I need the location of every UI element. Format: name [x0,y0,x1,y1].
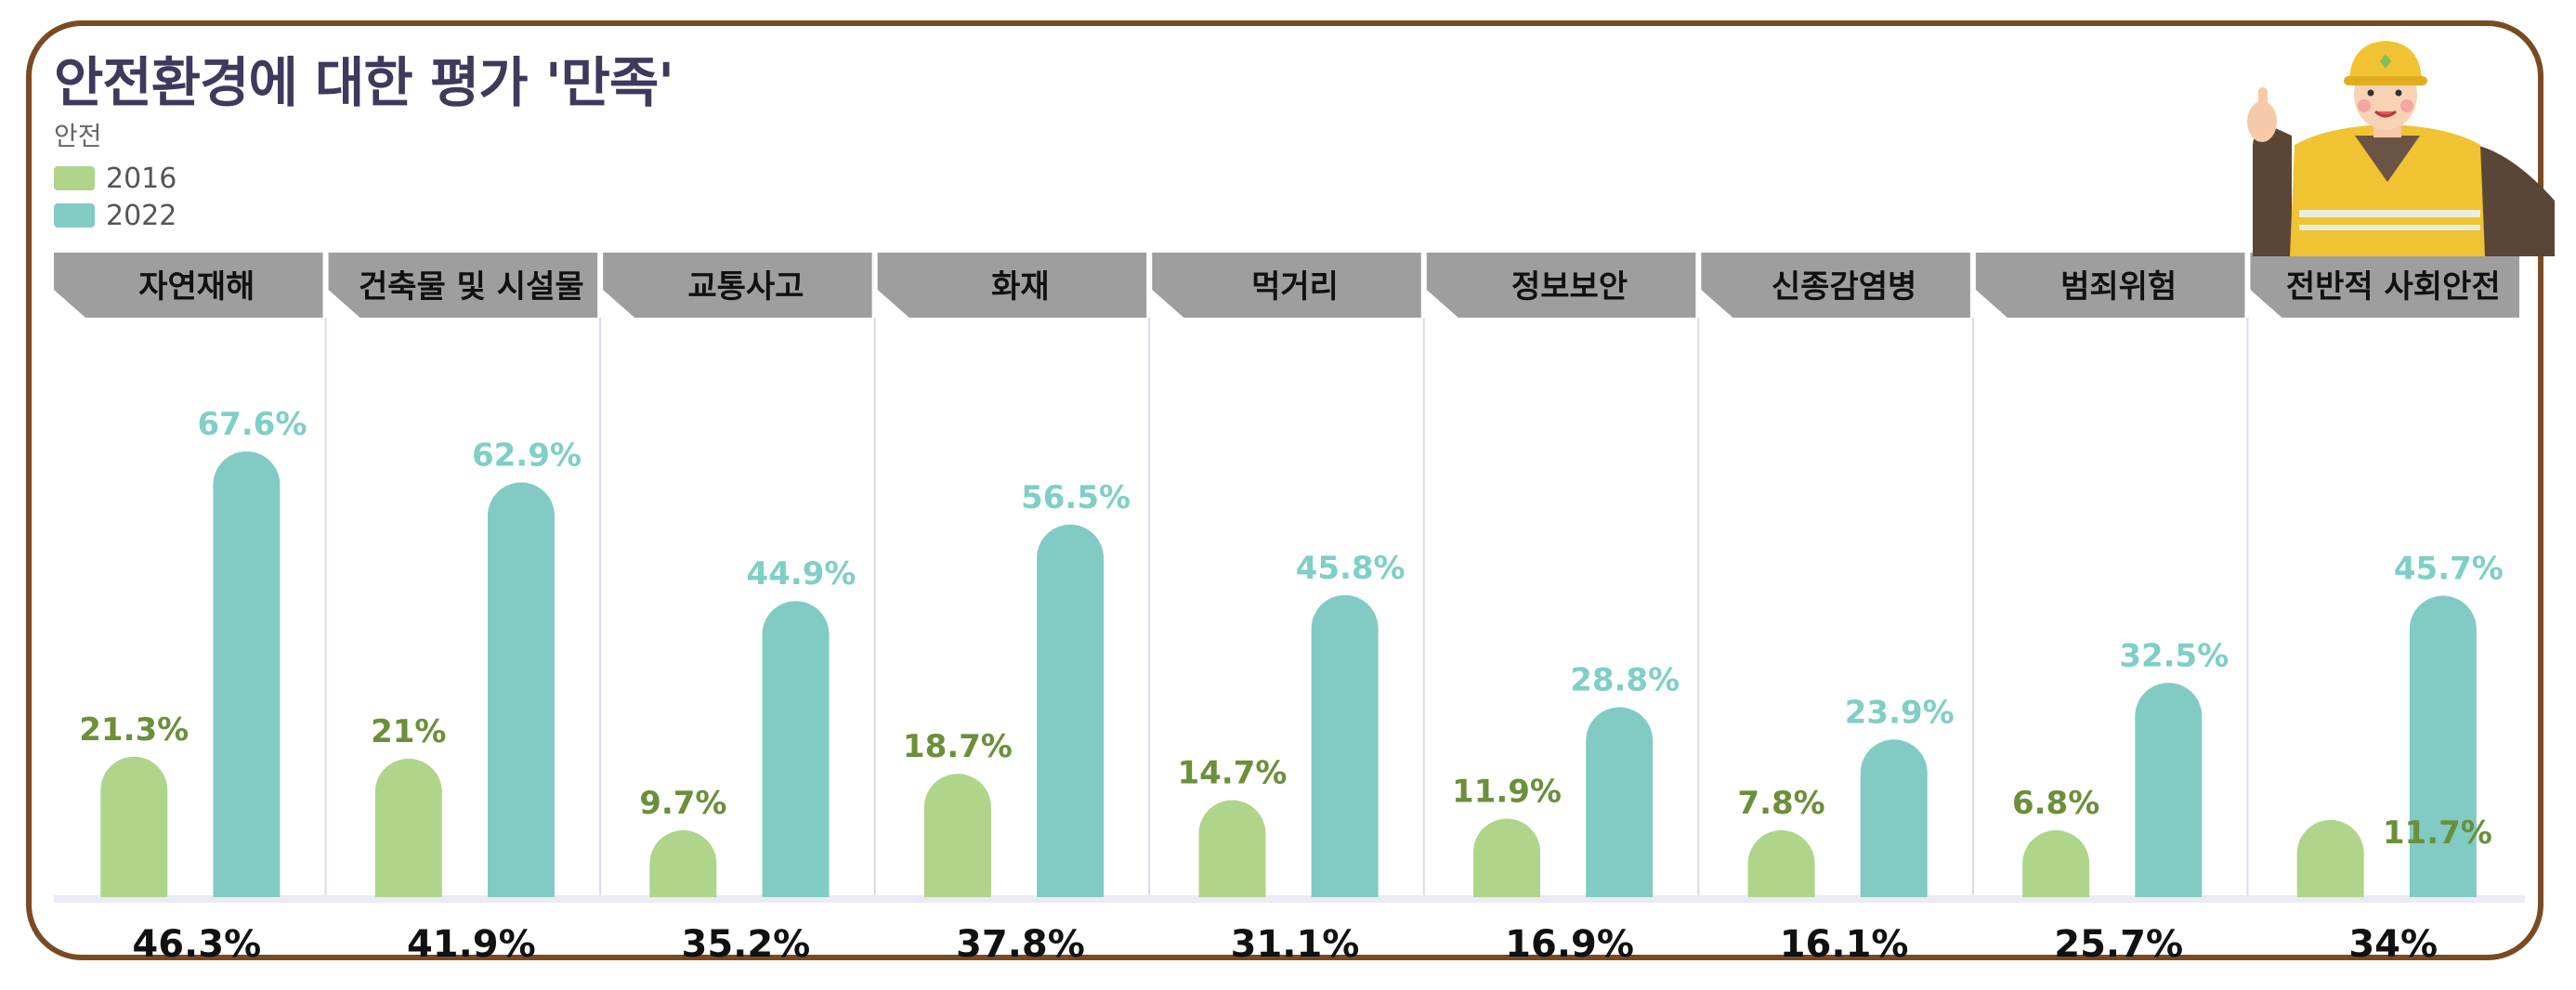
bar-2016 [374,758,442,897]
legend: 2016 2022 [54,160,177,234]
data-label-2016: 9.7% [639,785,726,822]
data-label-2016: 21% [371,713,446,750]
chart-frame [26,20,2543,960]
data-label-2016: 18.7% [903,728,1013,765]
bar-2022 [1037,524,1105,897]
data-label-2022: 67.6% [197,406,307,443]
data-label-2016: 7.8% [1737,785,1824,822]
x-tick-label: 범죄위험 [2060,268,2177,306]
chart-subtitle: 안전 [54,121,102,151]
data-label-2022: 56.5% [1021,479,1131,516]
column-total-label: 37.8% [956,923,1085,966]
data-label-2022: 62.9% [472,436,582,474]
category-header-band [1152,253,1421,318]
bar-2016 [649,830,717,897]
data-label-2022: 32.5% [2119,637,2229,674]
bar-2016 [2296,819,2364,897]
bar-2016 [1473,818,1541,897]
column-total-label: 31.1% [1231,923,1360,966]
construction-worker-thumbs-up-icon [2247,41,2555,256]
data-label-2016: 11.7% [2383,814,2492,852]
bar-2022 [1586,707,1654,897]
x-tick-label: 정보보안 [1511,268,1628,306]
category-header-band [1426,253,1696,318]
x-tick-label: 건축물 및 시설물 [359,268,584,306]
column-total-label: 16.9% [1505,923,1634,966]
x-tick-label: 교통사고 [687,268,804,306]
column-total-label: 25.7% [2054,923,2183,966]
data-label-2016: 11.9% [1452,774,1562,811]
x-tick-label: 먹거리 [1251,268,1339,306]
bar-2016 [100,756,168,897]
bar-2022 [213,451,281,897]
data-label-2022: 45.8% [1296,550,1406,587]
legend-label-2016: 2016 [106,162,177,195]
data-label-2016: 14.7% [1177,755,1287,792]
bar-2016 [923,774,991,897]
category-header-band [54,253,323,318]
bar-2022 [2409,595,2477,897]
legend-label-2022: 2022 [106,199,177,232]
data-label-2022: 44.9% [747,555,856,593]
column-total-label: 35.2% [681,923,810,966]
category-header-band [1701,253,1970,318]
baseline [54,895,2525,903]
column-total-label: 34% [2348,923,2438,966]
bar-2016 [2022,830,2090,897]
category-header-band [603,253,872,318]
legend-swatch-2016 [54,166,95,190]
data-label-2016: 21.3% [79,711,189,749]
category-header-band [877,253,1147,318]
legend-item-2022: 2022 [54,197,177,234]
data-label-2022: 45.7% [2394,551,2504,588]
legend-item-2016: 2016 [54,160,177,197]
x-tick-label: 화재 [991,268,1050,306]
legend-swatch-2022 [54,203,95,228]
category-header-band [328,253,598,318]
bar-2016 [1747,830,1815,897]
data-label-2022: 23.9% [1845,694,1955,731]
bar-2016 [1198,800,1266,897]
chart-title: 안전환경에 대한 평가 '만족' [54,51,674,114]
x-tick-label: 신종감염병 [1772,268,1916,306]
category-header-band [2250,253,2519,318]
x-tick-label: 자연재해 [138,268,255,306]
x-tick-label: 전반적 사회안전 [2286,268,2501,306]
data-label-2022: 28.8% [1570,662,1680,699]
bar-2022 [762,601,830,897]
bar-2022 [1860,739,1928,897]
bar-2022 [487,482,555,897]
category-header-band [1975,253,2245,318]
bar-2022 [1311,594,1379,897]
data-label-2016: 6.8% [2012,785,2099,822]
column-total-label: 16.1% [1780,923,1909,966]
bar-2022 [2135,683,2203,897]
column-total-label: 41.9% [407,923,536,966]
column-total-label: 46.3% [132,923,261,966]
